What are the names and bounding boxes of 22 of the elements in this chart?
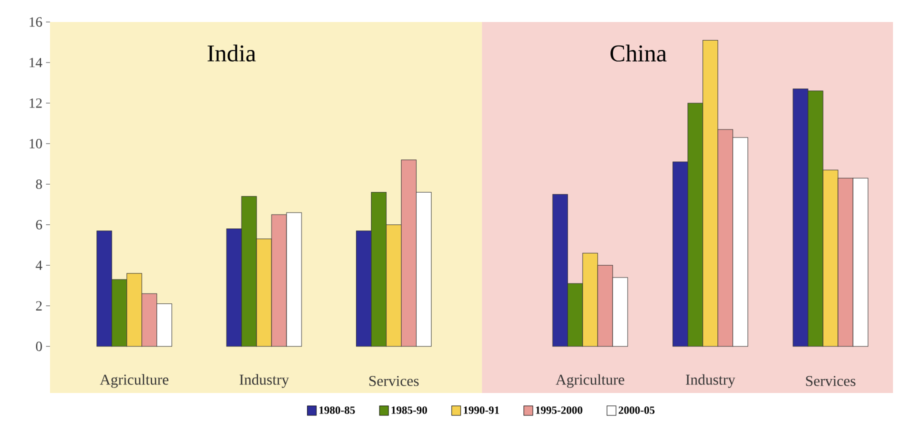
- legend-label: 1990-91: [464, 406, 500, 414]
- y-tick-label: 10: [30, 138, 42, 148]
- y-tick-label: 4: [36, 260, 42, 270]
- x-tick-label: Agriculture: [100, 374, 168, 388]
- y-tick-label: 16: [30, 17, 42, 27]
- y-tick-label: 8: [36, 179, 42, 189]
- x-tick-label: Services: [369, 376, 419, 386]
- y-tick-label: 0: [36, 342, 42, 352]
- legend-label: 2000-05: [618, 406, 655, 414]
- y-tick-label: 14: [30, 58, 42, 68]
- legend-label: 1995-2000: [536, 406, 582, 414]
- x-tick-label: Services: [806, 376, 856, 386]
- x-tick-label: Agriculture: [556, 374, 624, 388]
- text: India: [208, 44, 256, 62]
- legend-label: 1980-85: [319, 406, 355, 414]
- legend-label: 1985-90: [392, 406, 428, 414]
- x-tick-label: Industry: [686, 374, 736, 388]
- y-tick-label: 6: [36, 220, 42, 230]
- x-tick-label: Industry: [240, 374, 289, 388]
- y-tick-label: 2: [36, 301, 42, 310]
- y-tick-label: 12: [30, 98, 42, 108]
- text: China: [610, 44, 667, 62]
